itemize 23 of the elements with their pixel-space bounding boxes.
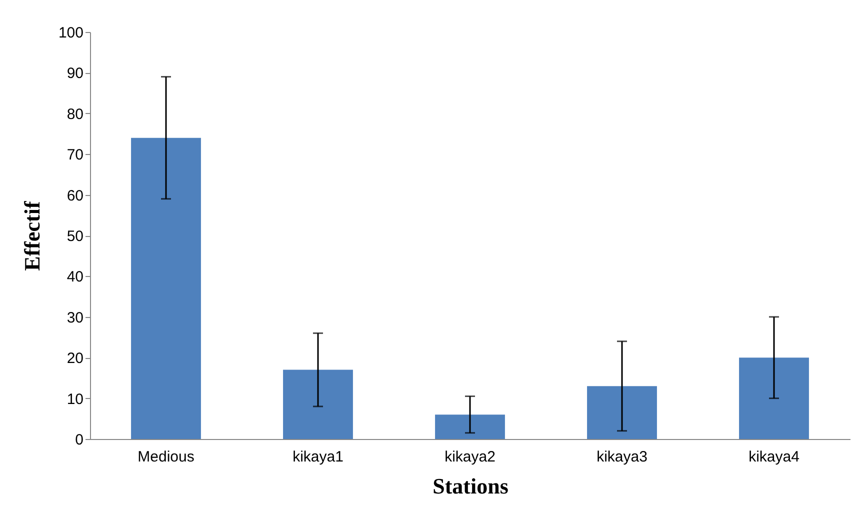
x-tick-label: kikaya2 — [444, 448, 496, 466]
y-tick-label: 40 — [66, 268, 84, 286]
y-tick-label: 90 — [66, 65, 84, 82]
x-tick-label: kikaya3 — [596, 448, 648, 466]
y-tick-label: 30 — [66, 309, 84, 326]
bar — [283, 370, 353, 439]
y-tick-label: 60 — [66, 187, 84, 204]
bar — [435, 414, 505, 439]
y-tick-label: 20 — [66, 350, 84, 368]
x-axis-title: Stations — [432, 474, 509, 498]
y-tick-label: 0 — [75, 432, 84, 448]
bar — [739, 358, 809, 439]
bar — [131, 138, 201, 439]
x-tick-label: kikaya4 — [748, 448, 800, 466]
y-tick-label: 70 — [66, 146, 84, 164]
y-tick-label: 10 — [66, 390, 84, 408]
x-tick-label: kikaya1 — [292, 448, 344, 466]
y-axis-title: Effectif — [19, 200, 44, 271]
y-tick-label: 100 — [58, 24, 84, 42]
y-tick-label: 50 — [66, 228, 84, 245]
x-tick-label: Medious — [138, 448, 194, 466]
bar — [587, 386, 657, 439]
y-tick-label: 80 — [66, 106, 84, 123]
